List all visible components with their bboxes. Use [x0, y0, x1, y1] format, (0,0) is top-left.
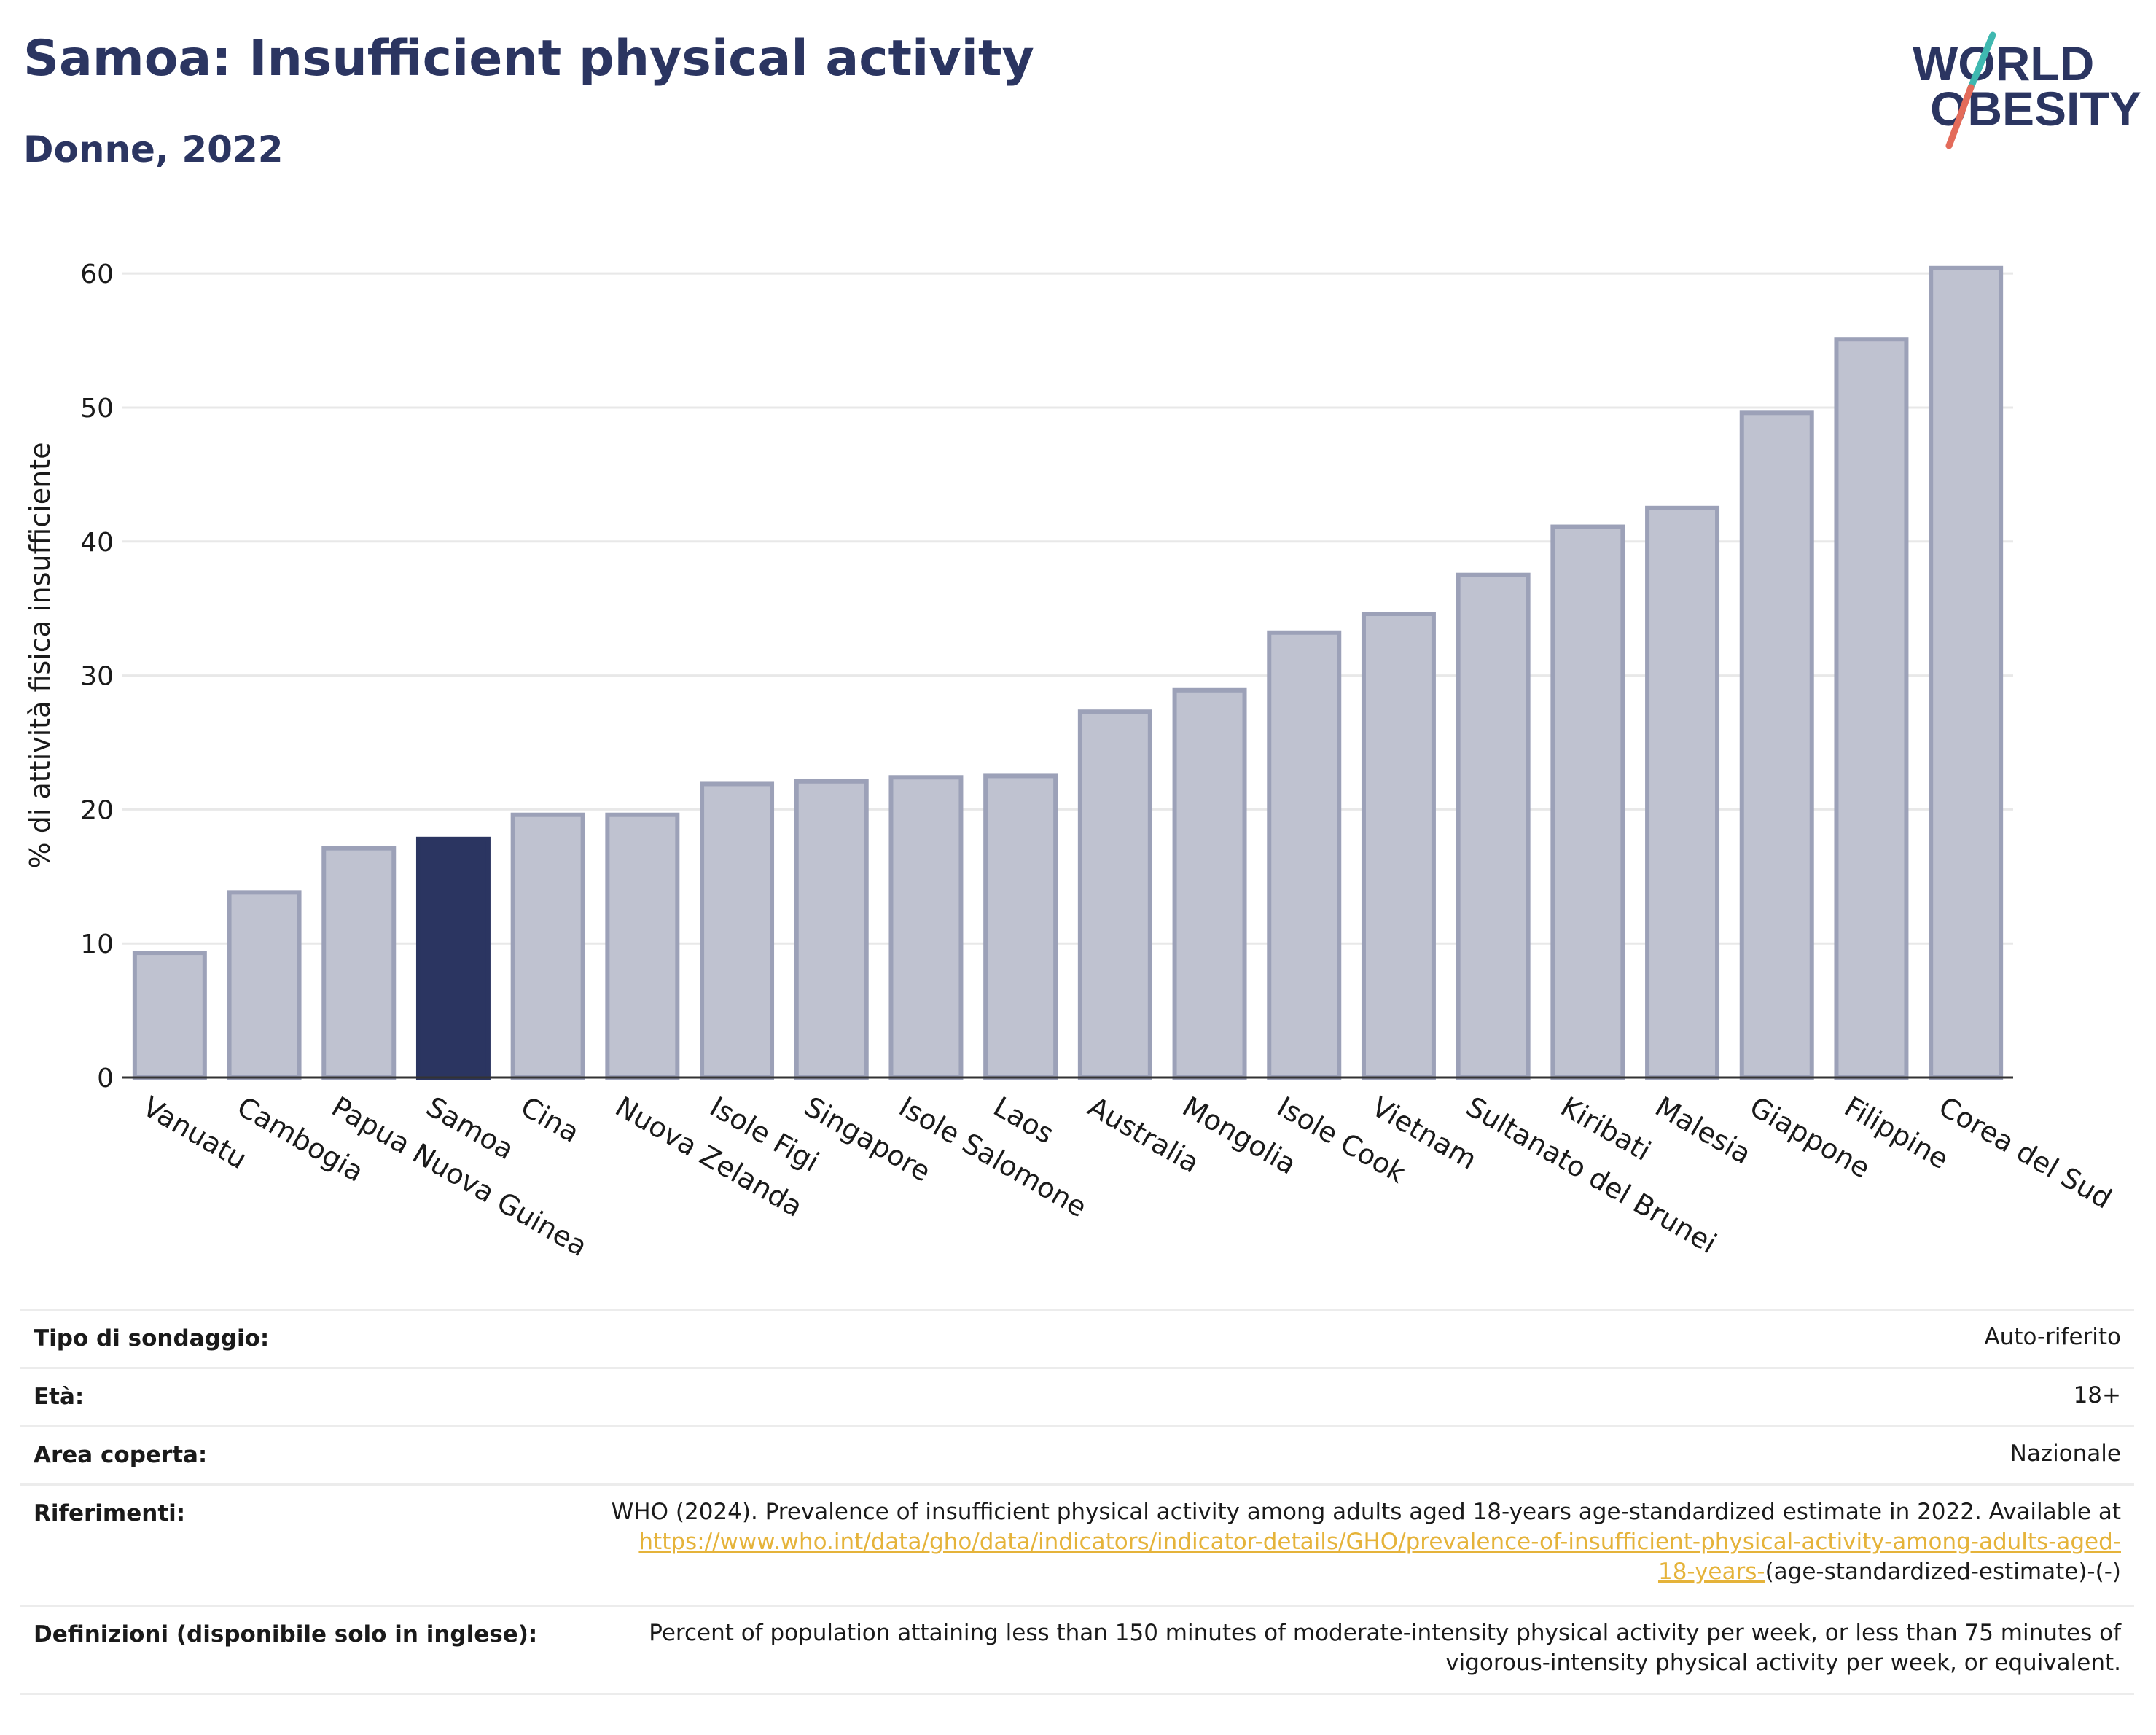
info-table: Tipo di sondaggio: Auto-riferito Età: 18… — [20, 1309, 2134, 1695]
info-value: 18+ — [2073, 1382, 2121, 1408]
y-tick-label: 10 — [80, 929, 114, 959]
y-axis-label: % di attività fisica insufficiente — [24, 442, 56, 869]
bar-mongolia — [1172, 687, 1247, 1080]
info-value: Auto-riferito — [1984, 1324, 2121, 1350]
bar-papua-nuova-guinea — [321, 846, 397, 1080]
world-obesity-logo: WORLD OBESITY — [1913, 31, 2141, 149]
chart-subtitle: Donne, 2022 — [23, 128, 284, 171]
bar-giappone — [1739, 410, 1814, 1080]
x-tick-label: Cina — [515, 1091, 585, 1149]
reference-suffix: (age-standardized-estimate)-(-) — [1765, 1559, 2121, 1585]
bar-singapore — [794, 779, 869, 1080]
bar-cina — [510, 812, 585, 1080]
y-tick-label: 50 — [80, 394, 114, 424]
bar-isole-figi — [700, 781, 775, 1080]
y-tick-label: 20 — [80, 795, 114, 825]
info-row-definitions: Definizioni (disponibile solo in inglese… — [20, 1605, 2134, 1695]
x-tick-label: Corea del Sud — [1934, 1091, 2117, 1215]
bar-filippine — [1834, 337, 1909, 1080]
logo-line1: WORLD — [1913, 36, 2094, 90]
bar-cambogia — [227, 890, 302, 1080]
x-tick-label: Malesia — [1650, 1091, 1757, 1171]
bar-nuova-zelanda — [605, 812, 680, 1080]
info-label: Area coperta: — [34, 1442, 208, 1468]
info-row-survey-type: Tipo di sondaggio: Auto-riferito — [20, 1309, 2134, 1367]
reference-link-cont[interactable]: 18-years- — [1657, 1559, 1765, 1585]
info-row-age: Età: 18+ — [20, 1367, 2134, 1425]
bar-malesia — [1645, 505, 1720, 1080]
reference-text: WHO (2024). Prevalence of insufficient p… — [611, 1499, 2121, 1525]
y-tick-label: 0 — [97, 1064, 114, 1093]
bar-sultanato-del-brunei — [1456, 572, 1531, 1080]
info-value: Percent of population attaining less tha… — [649, 1607, 2121, 1678]
info-row-references: Riferimenti: WHO (2024). Prevalence of i… — [20, 1483, 2134, 1605]
bar-isole-salomone — [888, 775, 964, 1080]
definition-line2: vigorous-intensity physical activity per… — [1445, 1650, 2121, 1676]
x-tick-label: Vanuatu — [137, 1091, 252, 1175]
bar-vanuatu — [132, 951, 207, 1080]
info-row-area: Area coperta: Nazionale — [20, 1425, 2134, 1483]
y-tick-label: 60 — [80, 260, 114, 289]
y-tick-label: 30 — [80, 662, 114, 692]
chart-title: Samoa: Insufficient physical activity — [23, 30, 1034, 87]
info-value: Nazionale — [2009, 1440, 2121, 1467]
bar-kiribati — [1550, 524, 1625, 1080]
bar-vietnam — [1361, 612, 1436, 1080]
bar-australia — [1077, 709, 1152, 1080]
bar-laos — [983, 773, 1058, 1080]
info-label: Definizioni (disponibile solo in inglese… — [34, 1621, 538, 1648]
bar-samoa — [415, 836, 491, 1080]
info-value: WHO (2024). Prevalence of insufficient p… — [612, 1486, 2121, 1587]
bar-isole-cook — [1267, 630, 1342, 1080]
y-tick-label: 40 — [80, 528, 114, 558]
reference-link[interactable]: https://www.who.int/data/gho/data/indica… — [638, 1529, 2121, 1555]
definition-line1: Percent of population attaining less tha… — [649, 1620, 2121, 1646]
info-label: Età: — [34, 1384, 85, 1410]
bar-corea-del-sud — [1929, 265, 2004, 1080]
logo-slash-teal — [1967, 31, 1996, 91]
logo-slash-coral — [1945, 84, 1975, 149]
info-label: Tipo di sondaggio: — [34, 1325, 270, 1352]
info-label: Riferimenti: — [34, 1500, 186, 1527]
